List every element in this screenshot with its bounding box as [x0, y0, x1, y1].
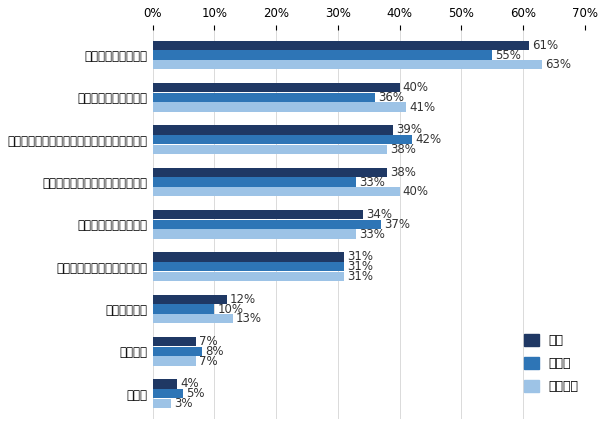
Text: 8%: 8%	[205, 345, 223, 358]
Text: 7%: 7%	[199, 335, 217, 348]
Text: 10%: 10%	[217, 302, 243, 316]
Bar	[152, 168, 387, 177]
Text: 12%: 12%	[230, 293, 256, 306]
Text: 55%: 55%	[495, 49, 522, 62]
Text: 38%: 38%	[390, 143, 416, 156]
Bar	[152, 295, 227, 304]
Bar	[152, 272, 344, 281]
Bar	[152, 337, 196, 346]
Bar	[152, 40, 529, 50]
Text: 37%: 37%	[384, 218, 410, 231]
Text: 7%: 7%	[199, 354, 217, 368]
Bar	[152, 93, 375, 102]
Text: 33%: 33%	[359, 227, 385, 241]
Bar	[152, 60, 542, 69]
Text: 38%: 38%	[390, 166, 416, 179]
Bar	[152, 135, 412, 144]
Text: 40%: 40%	[403, 185, 429, 198]
Text: 36%: 36%	[378, 91, 404, 104]
Bar	[152, 347, 202, 356]
Bar	[152, 125, 393, 135]
Legend: 全体, 製造業, 非製造業: 全体, 製造業, 非製造業	[524, 334, 579, 393]
Text: 31%: 31%	[347, 260, 373, 273]
Text: 4%: 4%	[180, 377, 199, 390]
Bar	[152, 50, 492, 60]
Text: 5%: 5%	[186, 387, 205, 400]
Text: 3%: 3%	[174, 397, 192, 410]
Bar	[152, 103, 406, 112]
Bar	[152, 187, 400, 196]
Bar	[152, 177, 356, 187]
Text: 39%: 39%	[397, 124, 422, 136]
Text: 42%: 42%	[415, 133, 441, 146]
Text: 31%: 31%	[347, 250, 373, 263]
Bar	[152, 83, 400, 92]
Bar	[152, 399, 171, 408]
Bar	[152, 389, 183, 398]
Text: 61%: 61%	[532, 39, 558, 52]
Text: 13%: 13%	[236, 312, 262, 325]
Bar	[152, 230, 356, 239]
Bar	[152, 210, 362, 219]
Bar	[152, 304, 214, 314]
Text: 63%: 63%	[545, 58, 571, 71]
Bar	[152, 379, 177, 389]
Text: 33%: 33%	[359, 176, 385, 189]
Text: 31%: 31%	[347, 270, 373, 283]
Text: 41%: 41%	[409, 101, 435, 114]
Bar	[152, 252, 344, 262]
Text: 34%: 34%	[365, 208, 391, 221]
Bar	[152, 145, 387, 154]
Bar	[152, 262, 344, 271]
Bar	[152, 314, 233, 323]
Bar	[152, 220, 381, 229]
Text: 40%: 40%	[403, 81, 429, 94]
Bar	[152, 357, 196, 366]
